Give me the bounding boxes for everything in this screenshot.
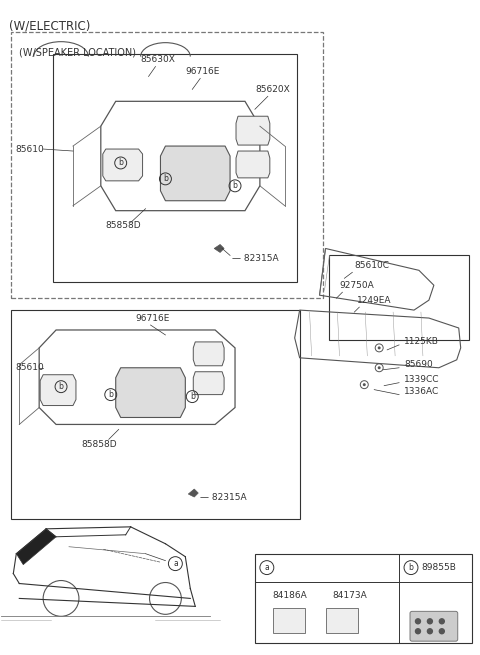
Polygon shape (116, 367, 185, 417)
Bar (329, 255, 468, 340)
Text: 84186A: 84186A (273, 591, 308, 600)
Text: b: b (108, 390, 113, 399)
Polygon shape (193, 372, 224, 394)
Polygon shape (103, 149, 143, 181)
Circle shape (363, 383, 366, 386)
Bar (53, 54, 297, 282)
Text: 1336AC: 1336AC (404, 387, 439, 396)
Text: (W/ELECTRIC): (W/ELECTRIC) (9, 20, 91, 33)
Circle shape (427, 619, 432, 624)
Circle shape (378, 346, 381, 349)
Text: (W/SPEAKER LOCATION): (W/SPEAKER LOCATION) (19, 48, 136, 58)
Polygon shape (40, 375, 76, 405)
Circle shape (439, 629, 444, 634)
Text: 85858D: 85858D (81, 440, 117, 449)
Text: 85630X: 85630X (141, 55, 176, 64)
Text: 96716E: 96716E (185, 67, 220, 76)
Text: 1339CC: 1339CC (404, 375, 440, 384)
Polygon shape (188, 489, 198, 497)
Text: 92750A: 92750A (339, 281, 374, 290)
Bar (255, 553, 472, 643)
Bar (12, 31, 323, 298)
Circle shape (439, 619, 444, 624)
Text: b: b (163, 174, 168, 183)
Polygon shape (160, 146, 230, 200)
Polygon shape (273, 608, 305, 633)
Text: 85610: 85610 (15, 364, 44, 372)
Polygon shape (214, 244, 224, 252)
Polygon shape (236, 151, 270, 178)
Text: b: b (233, 181, 238, 191)
Text: b: b (190, 392, 195, 401)
Bar (12, 310, 300, 519)
Text: a: a (173, 559, 178, 568)
Circle shape (427, 629, 432, 634)
Circle shape (378, 366, 381, 369)
Polygon shape (326, 608, 358, 633)
Polygon shape (236, 116, 270, 145)
Text: b: b (118, 159, 123, 168)
FancyBboxPatch shape (410, 611, 458, 641)
Text: b: b (59, 382, 63, 391)
Text: — 82315A: — 82315A (200, 493, 247, 502)
Polygon shape (193, 342, 224, 365)
Text: 85858D: 85858D (106, 221, 142, 230)
Polygon shape (16, 529, 56, 565)
Text: a: a (264, 563, 269, 572)
Text: 85610C: 85610C (354, 261, 389, 270)
Text: 89855B: 89855B (421, 563, 456, 572)
Text: 1125KB: 1125KB (404, 337, 439, 346)
Circle shape (416, 619, 420, 624)
Text: — 82315A: — 82315A (232, 254, 279, 263)
Text: 85620X: 85620X (255, 85, 289, 94)
Circle shape (416, 629, 420, 634)
Text: 85690: 85690 (404, 360, 433, 369)
Text: 1249EA: 1249EA (357, 295, 392, 305)
Text: 85610: 85610 (15, 145, 44, 153)
Text: b: b (408, 563, 413, 572)
Text: 96716E: 96716E (136, 314, 170, 322)
Text: 84173A: 84173A (333, 591, 367, 600)
